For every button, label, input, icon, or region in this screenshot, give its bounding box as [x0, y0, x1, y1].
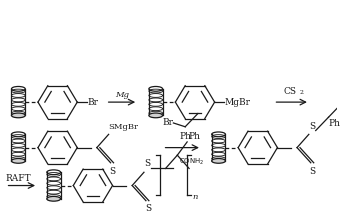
Ellipse shape	[11, 113, 25, 118]
Text: S: S	[145, 205, 151, 214]
Text: RAFT: RAFT	[5, 174, 31, 183]
Text: Br: Br	[162, 119, 174, 128]
Text: CS: CS	[284, 87, 297, 96]
Ellipse shape	[11, 159, 25, 163]
Ellipse shape	[47, 196, 61, 201]
Text: CONH$_2$: CONH$_2$	[179, 157, 205, 167]
Text: n: n	[192, 193, 198, 201]
Text: S: S	[310, 166, 316, 175]
Text: Br: Br	[87, 98, 98, 107]
Text: MgBr: MgBr	[224, 98, 250, 107]
Text: S: S	[309, 122, 315, 131]
Text: S: S	[144, 159, 150, 168]
Text: Ph: Ph	[188, 132, 200, 141]
Ellipse shape	[212, 159, 225, 163]
Text: Ph: Ph	[329, 119, 341, 128]
Text: SMgBr: SMgBr	[109, 123, 139, 131]
Text: 2: 2	[300, 90, 304, 95]
Text: Ph: Ph	[179, 132, 191, 141]
Ellipse shape	[149, 113, 163, 118]
Text: S: S	[109, 166, 116, 175]
Text: Mg: Mg	[115, 91, 129, 98]
